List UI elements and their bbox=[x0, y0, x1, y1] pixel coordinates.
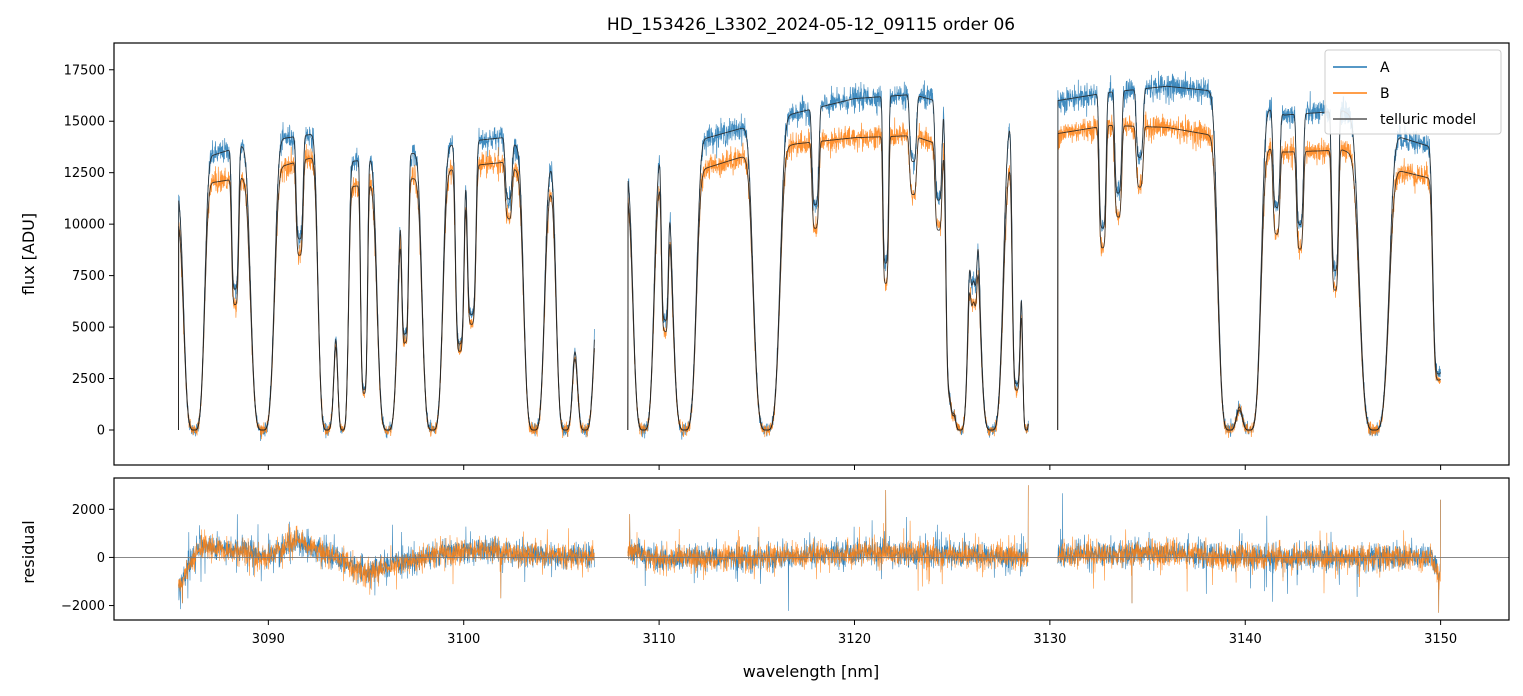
spectrum-panel: 0 2500 5000 7500 10000 12500 15000 17500 flux [… bbox=[19, 42, 1510, 470]
legend: A B telluric model bbox=[1324, 49, 1502, 135]
x-tick-label: 3120 bbox=[838, 632, 871, 647]
legend-label-telluric: telluric model bbox=[1380, 112, 1476, 128]
legend-label-a: A bbox=[1380, 60, 1390, 76]
spectrum-y-tick-label: 7500 bbox=[72, 269, 105, 284]
x-tick-label: 3090 bbox=[252, 632, 285, 647]
residual-axes-frame bbox=[113, 477, 1510, 621]
spectrum-y-tick-label: 12500 bbox=[64, 166, 105, 181]
spectrum-y-tick-label: 5000 bbox=[72, 321, 105, 336]
residual-y-tick-label: 2000 bbox=[72, 503, 105, 518]
spectrum-y-tick-label: 2500 bbox=[72, 372, 105, 387]
legend-label-b: B bbox=[1380, 86, 1390, 102]
telluric-model-b-line bbox=[178, 124, 1441, 431]
x-tick-label: 3150 bbox=[1424, 632, 1457, 647]
residual-y-tick-label: 0 bbox=[97, 551, 105, 566]
x-axis-label: wavelength [nm] bbox=[743, 662, 880, 681]
residual-y-axis-label: residual bbox=[19, 520, 38, 583]
spectrum-y-tick-label: 15000 bbox=[64, 115, 105, 130]
x-tick-label: 3140 bbox=[1229, 632, 1262, 647]
legend-box bbox=[1324, 49, 1502, 135]
spectrum-y-tick-label: 10000 bbox=[64, 218, 105, 233]
chart-title: HD_153426_L3302_2024-05-12_09115 order 0… bbox=[607, 15, 1015, 35]
x-tick-label: 3130 bbox=[1033, 632, 1066, 647]
x-tick-label: 3110 bbox=[643, 632, 676, 647]
spectrum-y-axis-label: flux [ADU] bbox=[19, 213, 38, 295]
spectrum-axes-frame bbox=[113, 42, 1510, 466]
residual-b-line bbox=[178, 485, 1441, 613]
spectrum-y-tick-label: 17500 bbox=[64, 63, 105, 78]
x-tick-label: 3100 bbox=[447, 632, 480, 647]
spectrum-y-tick-label: 0 bbox=[97, 424, 105, 439]
residual-y-tick-label: −2000 bbox=[61, 599, 105, 614]
